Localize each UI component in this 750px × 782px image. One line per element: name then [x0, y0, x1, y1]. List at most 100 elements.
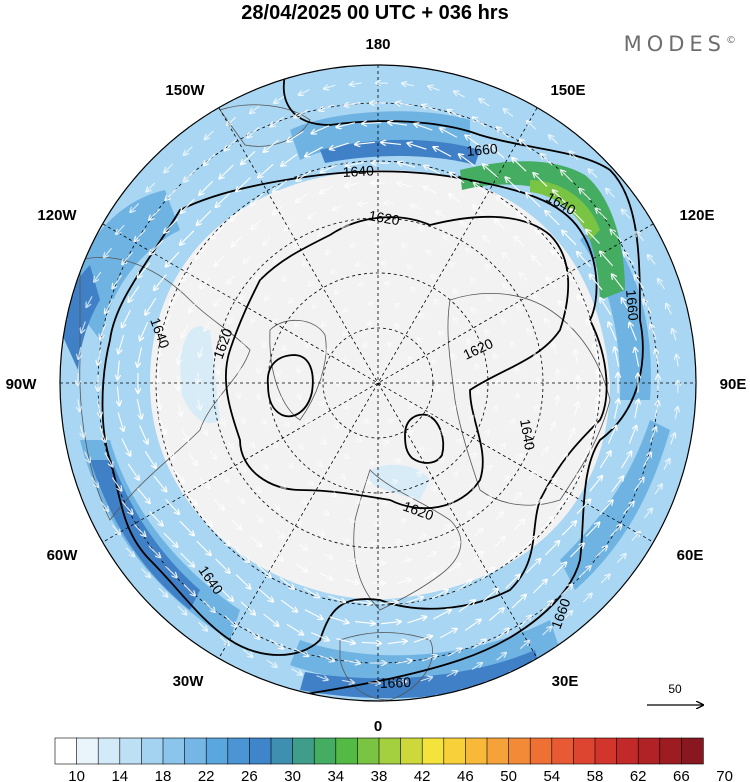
wind-arrow — [362, 123, 382, 124]
wind-arrow — [367, 543, 376, 544]
wind-arrow — [531, 500, 542, 511]
lon-label-120w: 120W — [37, 207, 77, 224]
wind-arrow — [582, 594, 592, 603]
wind-arrow — [98, 349, 101, 365]
wind-arrow — [158, 339, 165, 357]
colorbar-swatch — [637, 737, 661, 765]
wind-arrow — [298, 543, 307, 550]
wind-arrow — [553, 344, 557, 354]
wind-arrow — [628, 426, 636, 444]
wind-arrow — [236, 495, 244, 503]
wind-arrow — [488, 608, 504, 622]
wind-arrow — [631, 532, 640, 542]
wind-arrow — [228, 316, 233, 323]
wind-arrow — [488, 297, 493, 302]
wind-arrow — [274, 255, 280, 262]
colorbar-swatch — [681, 737, 704, 765]
wind-arrow — [511, 419, 514, 426]
wind-arrow — [549, 422, 555, 432]
wind-arrow — [164, 163, 174, 173]
wind-arrow — [546, 478, 556, 489]
wind-arrow — [356, 264, 362, 266]
colorbar-swatch — [184, 737, 207, 765]
wind-arrow — [599, 451, 611, 469]
colorbar-tick-label: 34 — [327, 768, 344, 782]
wind-arrow — [318, 654, 334, 662]
wind-arrow — [479, 99, 490, 107]
wind-arrow — [355, 622, 375, 624]
wind-arrow — [320, 186, 333, 193]
wind-arrow — [405, 597, 423, 604]
wind-arrow — [394, 223, 402, 225]
colorbar-swatch — [659, 737, 683, 765]
wind-arrow — [244, 255, 252, 263]
wind-arrow — [256, 273, 262, 280]
wind-arrow — [433, 147, 452, 157]
wind-arrow — [198, 372, 199, 383]
wind-arrow — [204, 321, 211, 331]
wind-arrow — [408, 357, 412, 361]
wind-arrow — [634, 400, 639, 419]
wind-arrow — [184, 146, 193, 156]
wind-arrow — [273, 443, 277, 448]
wind-arrow — [658, 279, 665, 290]
wind-arrow — [221, 417, 225, 425]
wind-arrow — [345, 183, 359, 187]
wind-arrow — [598, 370, 599, 388]
wind-arrow — [344, 357, 348, 361]
colorbar-swatch — [400, 737, 423, 765]
wind-arrow — [399, 520, 406, 522]
wind-arrow — [263, 613, 279, 626]
wind-arrow — [257, 564, 271, 577]
colorbar-swatch — [465, 737, 488, 765]
wind-arrow — [58, 392, 59, 401]
wind-arrow — [203, 600, 215, 612]
wind-arrow — [251, 219, 262, 229]
wind-arrow — [58, 366, 59, 375]
wind-arrow — [305, 146, 323, 156]
wind-arrow — [296, 170, 312, 181]
meridian-120e-60w — [102, 223, 654, 543]
wind-arrow — [228, 442, 233, 449]
wind-arrow — [596, 209, 608, 221]
wind-arrow — [122, 309, 131, 327]
wind-arrow — [264, 139, 279, 152]
wind-arrow — [250, 105, 260, 114]
wind-arrow — [227, 116, 237, 125]
wind-arrow — [542, 627, 552, 636]
wind-arrow — [561, 521, 576, 536]
colorbar-tick-label: 10 — [68, 768, 85, 782]
wind-arrow — [384, 203, 395, 204]
wind-arrow — [407, 143, 427, 150]
wind-arrow — [495, 512, 503, 520]
wind-arrow — [178, 349, 182, 364]
wind-arrow — [117, 360, 119, 379]
wind-arrow — [266, 659, 277, 667]
wind-arrow — [221, 340, 225, 348]
wind-arrow — [205, 130, 214, 139]
wind-arrow — [608, 322, 617, 341]
wind-arrow — [578, 566, 590, 578]
wind-arrow — [544, 541, 559, 556]
wind-arrow — [355, 501, 362, 503]
wind-arrow — [255, 485, 262, 492]
wind-arrow — [316, 675, 328, 680]
wind-arrow — [165, 188, 178, 200]
contour-label: 1660 — [380, 674, 412, 691]
wind-arrow — [552, 562, 567, 577]
wind-arrow — [104, 247, 113, 257]
wind-arrow — [224, 615, 237, 627]
wind-arrow — [654, 484, 662, 495]
wind-arrow — [408, 404, 412, 408]
wind-arrow — [219, 636, 229, 645]
wind-arrow — [395, 459, 400, 462]
wind-arrow — [590, 275, 603, 291]
wind-arrow — [635, 275, 645, 289]
wind-arrow — [354, 63, 363, 64]
wind-arrow — [322, 440, 326, 444]
wind-arrow — [439, 629, 457, 639]
wind-arrow — [344, 580, 359, 584]
wind-arrow — [448, 564, 460, 573]
wind-arrow — [158, 587, 168, 597]
wind-arrow — [296, 193, 308, 202]
